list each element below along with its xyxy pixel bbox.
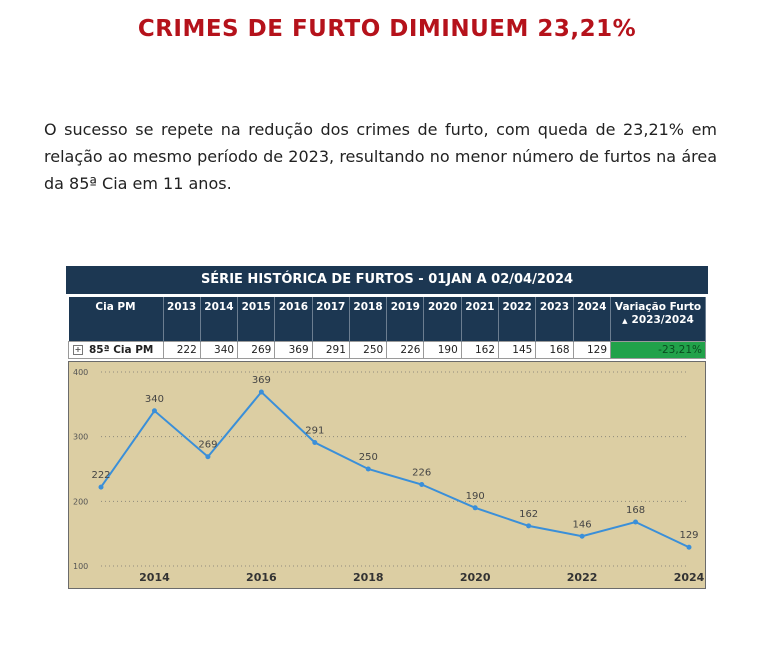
value-cell: 340	[199, 341, 239, 359]
data-point	[98, 484, 104, 490]
value-cell: 226	[386, 341, 425, 359]
data-point	[151, 408, 157, 414]
data-label: 190	[466, 491, 485, 502]
table-row: +85ª Cia PM 222 340 269 369 291 250 226 …	[68, 341, 706, 359]
x-tick-label: 2014	[139, 571, 170, 584]
col-header-year[interactable]: 2020	[423, 297, 462, 342]
data-label: 222	[91, 470, 110, 481]
variation-cell: -23,21%	[610, 341, 706, 359]
line-chart-svg: 100 200 300 400 2014 2016 2018 2020 2022 2024 222 3…	[73, 368, 705, 584]
data-point	[258, 389, 264, 395]
data-label: 250	[359, 452, 378, 463]
col-header-year[interactable]: 2022	[498, 297, 537, 342]
x-tick-label: 2018	[353, 571, 384, 584]
value-cell: 250	[348, 341, 388, 359]
line-chart: 100 200 300 400 2014 2016 2018 2020 2022 2024 222 3…	[68, 361, 706, 589]
intro-paragraph: O sucesso se repete na redução dos crime…	[44, 120, 717, 193]
x-tick-label: 2022	[567, 571, 598, 584]
y-tick-label: 400	[73, 368, 88, 377]
data-label: 226	[412, 468, 431, 479]
value-cell: 129	[572, 341, 612, 359]
x-tick-label: 2020	[460, 571, 491, 584]
value-cell: 369	[274, 341, 313, 359]
col-header-year[interactable]: 2016	[274, 297, 313, 342]
col-header-cia[interactable]: Cia PM	[68, 297, 164, 342]
value-cell: 162	[460, 341, 500, 359]
data-label: 146	[573, 519, 592, 530]
x-tick-label: 2016	[246, 571, 277, 584]
value-cell: 168	[535, 341, 574, 359]
data-label: 340	[145, 394, 164, 405]
historical-series-panel: SÉRIE HISTÓRICA DE FURTOS - 01JAN A 02/0…	[66, 266, 708, 590]
value-cell: 145	[498, 341, 537, 359]
data-label: 291	[305, 425, 324, 436]
expand-plus-icon[interactable]: +	[73, 345, 83, 355]
data-label: 162	[519, 509, 538, 520]
data-label: 168	[626, 505, 645, 516]
panel-banner: SÉRIE HISTÓRICA DE FURTOS - 01JAN A 02/0…	[66, 266, 708, 294]
col-header-year[interactable]: 2023	[535, 297, 574, 342]
value-cell: 269	[237, 341, 276, 359]
data-point	[419, 482, 425, 488]
col-header-year[interactable]: 2018	[349, 297, 388, 342]
variation-header-years: 2023/2024	[631, 314, 694, 326]
data-point	[579, 533, 585, 539]
page-title: CRIMES DE FURTO DIMINUEM 23,21%	[137, 16, 637, 42]
variation-header-line2: ▲ 2023/2024	[611, 314, 705, 328]
data-label: 269	[198, 440, 217, 451]
x-tick-label: 2024	[674, 571, 705, 584]
variation-header-line1: Variação Furto	[614, 301, 702, 313]
sort-asc-icon[interactable]: ▲	[622, 317, 628, 325]
col-header-year[interactable]: 2021	[461, 297, 500, 342]
col-header-year[interactable]: 2019	[386, 297, 425, 342]
y-tick-label: 300	[73, 433, 88, 442]
data-point	[472, 505, 478, 511]
data-point	[312, 439, 318, 445]
data-point	[365, 466, 371, 472]
col-header-year[interactable]: 2015	[237, 297, 276, 342]
value-cell: 222	[162, 341, 201, 359]
value-cell: 291	[311, 341, 350, 359]
col-header-year[interactable]: 2014	[200, 297, 239, 342]
data-point	[526, 523, 532, 529]
y-tick-label: 200	[73, 497, 88, 506]
col-header-variation[interactable]: Variação Furto ▲ 2023/2024	[610, 297, 706, 342]
series-table: Cia PM 2013 2014 2015 2016 2017 2018 201…	[68, 297, 706, 359]
row-label-cell: +85ª Cia PM	[68, 341, 164, 359]
row-label: 85ª Cia PM	[89, 344, 154, 356]
y-tick-label: 100	[73, 562, 88, 571]
col-header-year[interactable]: 2017	[312, 297, 350, 342]
data-point	[633, 519, 639, 525]
data-label: 129	[679, 530, 698, 541]
value-cell: 190	[423, 341, 462, 359]
table-header-row: Cia PM 2013 2014 2015 2016 2017 2018 201…	[68, 297, 706, 342]
data-label: 369	[252, 375, 271, 386]
col-header-year[interactable]: 2024	[573, 297, 612, 342]
series-line	[100, 390, 690, 549]
col-header-year[interactable]: 2013	[163, 297, 201, 342]
data-point	[686, 544, 692, 550]
data-point	[205, 454, 211, 460]
